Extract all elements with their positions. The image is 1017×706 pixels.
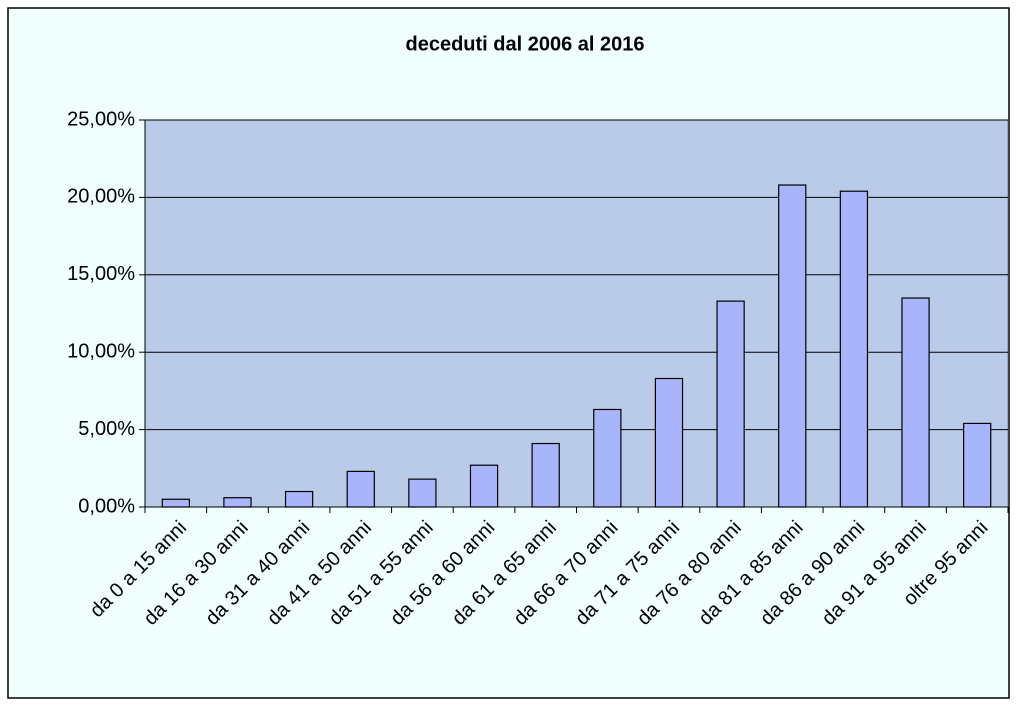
bar	[223, 497, 252, 508]
bar	[469, 464, 499, 508]
y-tick-label: 20,00%	[67, 186, 135, 208]
y-tick-label: 25,00%	[67, 108, 135, 130]
y-tick-label: 15,00%	[67, 263, 135, 285]
y-tick-label: 10,00%	[67, 340, 135, 362]
plot-area	[144, 119, 1009, 508]
bar	[408, 478, 437, 508]
bar	[901, 297, 930, 508]
y-tick-label: 0,00%	[78, 495, 135, 517]
bar	[778, 184, 807, 508]
bar	[346, 470, 375, 508]
bar	[963, 422, 992, 508]
bar	[161, 498, 190, 508]
chart-title: deceduti dal 2006 al 2016	[405, 33, 644, 55]
bar	[654, 377, 684, 508]
bar	[593, 408, 622, 508]
y-tick-label: 5,00%	[78, 418, 135, 440]
bar	[531, 442, 560, 508]
bar	[839, 190, 869, 508]
bar	[716, 300, 745, 508]
bar	[284, 490, 314, 508]
